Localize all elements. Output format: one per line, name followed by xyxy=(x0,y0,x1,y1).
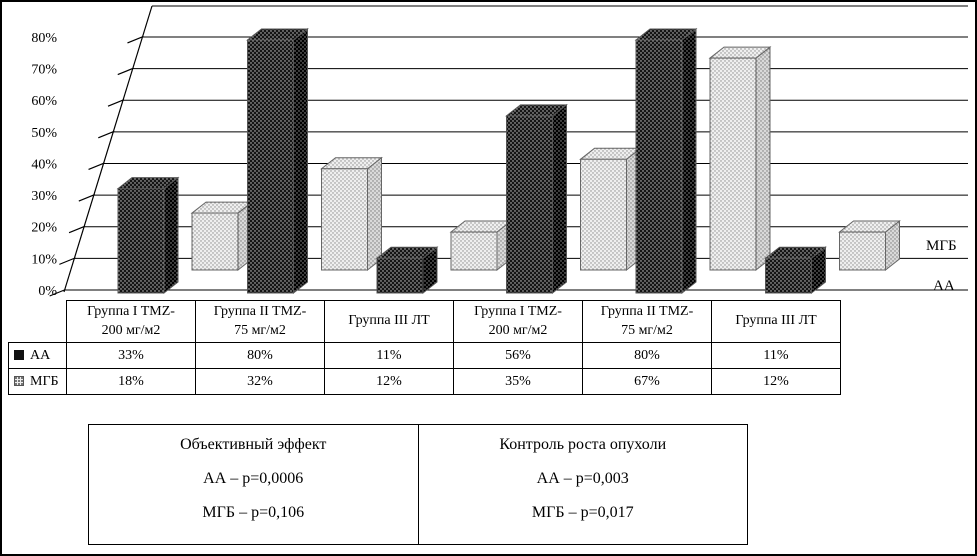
stats-line-aa-left: АА – р=0,0006 xyxy=(203,470,304,487)
stats-title-left: Объективный эффект xyxy=(180,436,327,453)
cell-mgb-5: 67% xyxy=(582,368,712,395)
cell-mgb-4: 35% xyxy=(453,368,583,395)
svg-text:10%: 10% xyxy=(31,252,57,267)
stats-objective-effect: Объективный эффект АА – р=0,0006 МГБ – р… xyxy=(89,425,418,544)
series-marker-mgb-icon xyxy=(14,376,24,387)
svg-text:80%: 80% xyxy=(31,31,57,46)
cell-aa-2: 80% xyxy=(195,342,325,369)
bar-mgb-1 xyxy=(320,156,383,272)
svg-text:70%: 70% xyxy=(31,63,57,78)
bars-layer xyxy=(116,27,901,295)
bar-mgb-5 xyxy=(838,220,901,272)
bar-mgb-0 xyxy=(190,201,254,272)
svg-text:20%: 20% xyxy=(31,221,57,236)
table-header-row: Группа I TMZ- 200 мг/м2 Группа II TMZ- 7… xyxy=(9,300,841,343)
svg-text:30%: 30% xyxy=(31,189,57,204)
cell-aa-5: 80% xyxy=(582,342,712,369)
cell-mgb-1: 18% xyxy=(66,368,196,395)
table-corner-cell xyxy=(9,301,67,343)
svg-text:40%: 40% xyxy=(31,157,57,172)
bar-aa-0 xyxy=(116,176,180,295)
chart-data-table: Группа I TMZ- 200 мг/м2 Группа II TMZ- 7… xyxy=(8,300,841,395)
cell-aa-6: 11% xyxy=(711,342,841,369)
col-header-2: Группа II TMZ- 75 мг/м2 xyxy=(195,300,325,343)
cell-mgb-3: 12% xyxy=(324,368,454,395)
svg-text:0%: 0% xyxy=(38,284,57,298)
stats-box: Объективный эффект АА – р=0,0006 МГБ – р… xyxy=(88,424,748,545)
col-header-5: Группа II TMZ- 75 мг/м2 xyxy=(582,300,712,343)
stats-line-mgb-right: МГБ – р=0,017 xyxy=(531,504,634,521)
row-header-mgb: МГБ xyxy=(8,368,67,395)
series-marker-aa-icon xyxy=(14,350,24,361)
bar-aa-1 xyxy=(246,27,309,295)
y-axis: 0% 10% 20% 30% 40% 50% 60% 70% 80% xyxy=(31,5,153,298)
bar-mgb-4 xyxy=(708,46,772,272)
bar-aa-2 xyxy=(375,246,439,295)
col-header-6: Группа III ЛТ xyxy=(711,300,841,343)
stats-tumor-control: Контроль роста опухоли АА – р=0,003 МГБ … xyxy=(417,425,748,544)
bar-aa-4 xyxy=(634,27,698,295)
cell-mgb-6: 12% xyxy=(711,368,841,395)
svg-text:50%: 50% xyxy=(31,126,57,141)
stats-title-right: Контроль роста опухоли xyxy=(499,436,667,453)
cell-mgb-2: 32% xyxy=(195,368,325,395)
col-header-1: Группа I TMZ- 200 мг/м2 xyxy=(66,300,196,343)
stats-line-aa-right: АА – р=0,003 xyxy=(536,470,629,487)
cell-aa-1: 33% xyxy=(66,342,196,369)
table-row-mgb: МГБ 18% 32% 12% 35% 67% 12% xyxy=(8,368,841,395)
bar-aa-5 xyxy=(764,246,827,295)
col-header-3: Группа III ЛТ xyxy=(324,300,454,343)
table-row-aa: АА 33% 80% 11% 56% 80% 11% xyxy=(8,342,841,369)
bar-mgb-3 xyxy=(579,147,642,272)
bar-mgb-2 xyxy=(449,220,513,272)
cell-aa-4: 56% xyxy=(453,342,583,369)
col-header-4: Группа I TMZ- 200 мг/м2 xyxy=(453,300,583,343)
bar-chart-3d: 0% 10% 20% 30% 40% 50% 60% 70% 80% МГБ АА xyxy=(31,5,968,298)
row-label-aa: АА xyxy=(30,347,51,363)
row-label-mgb: МГБ xyxy=(30,373,59,389)
legend-label-aa: АА xyxy=(933,278,955,294)
bar-aa-3 xyxy=(505,103,568,295)
stats-line-mgb-left: МГБ – р=0,106 xyxy=(202,504,305,521)
svg-text:60%: 60% xyxy=(31,94,57,109)
legend-label-mgb: МГБ xyxy=(926,238,957,254)
cell-aa-3: 11% xyxy=(324,342,454,369)
row-header-aa: АА xyxy=(8,342,67,369)
